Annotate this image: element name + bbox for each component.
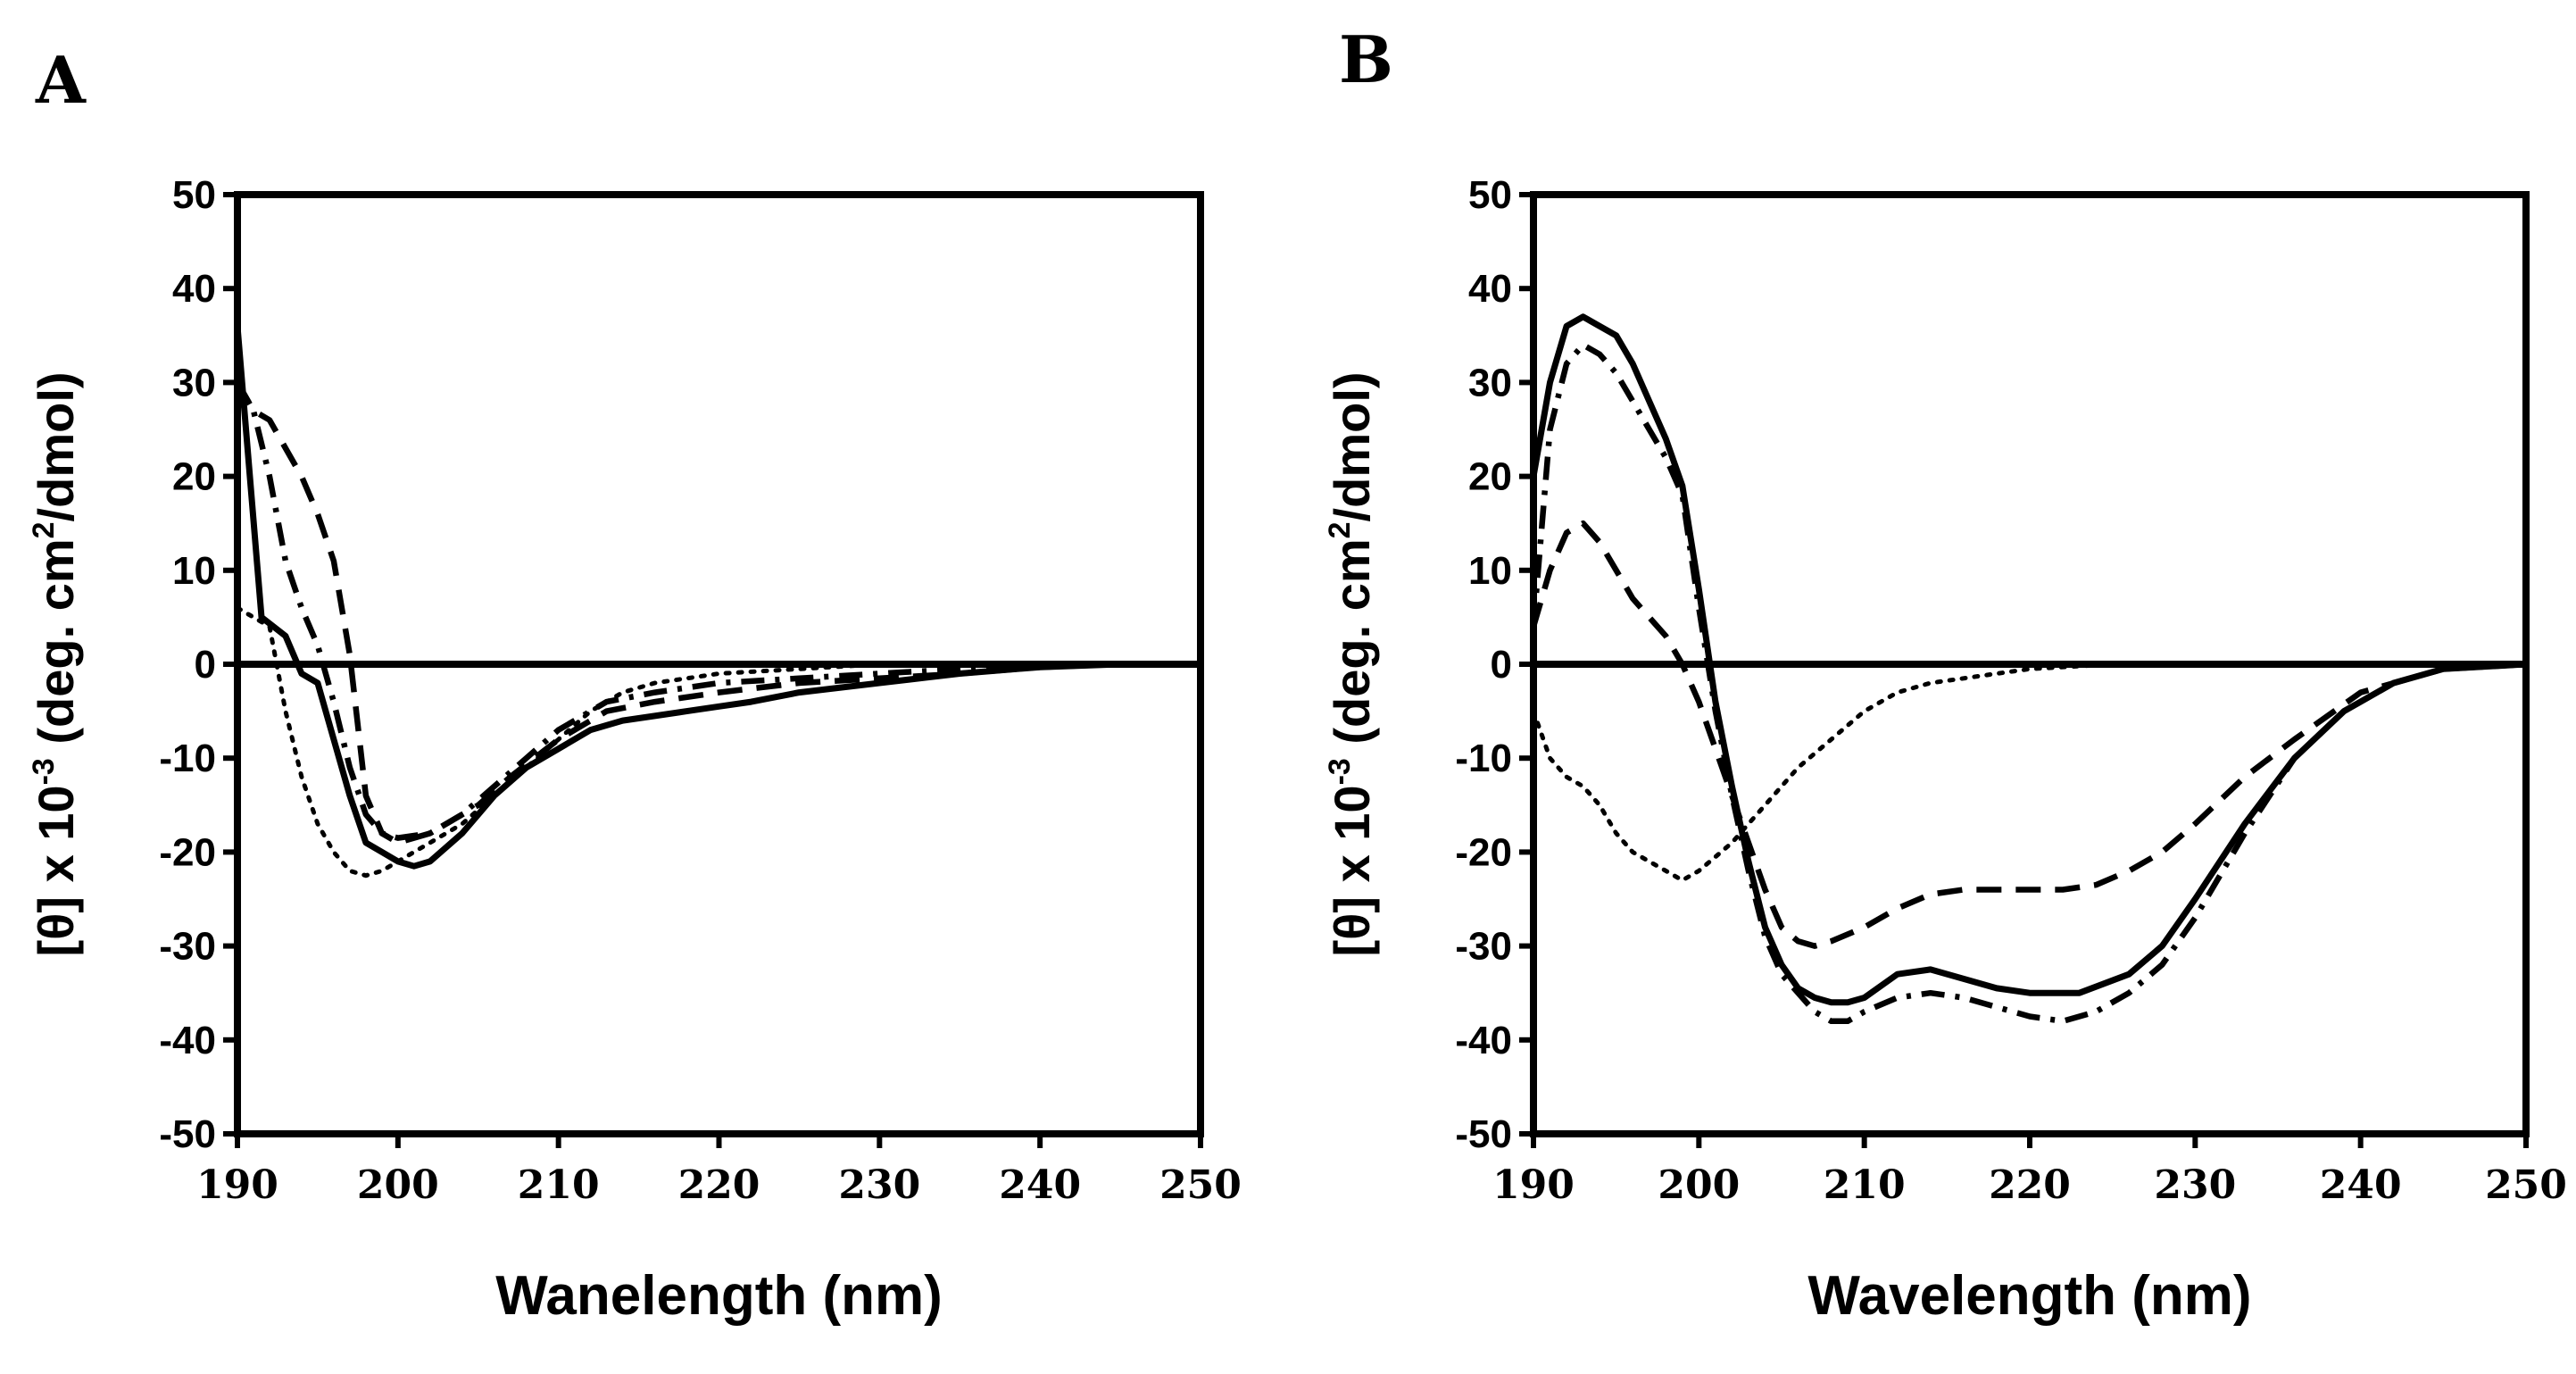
y-axis-label: [θ] x 10-3 (deg. cm2/dmol) bbox=[1323, 371, 1380, 956]
y-tick-label: 10 bbox=[1468, 549, 1512, 593]
y-tick-label: 40 bbox=[172, 267, 216, 311]
y-tick-label: -30 bbox=[1455, 925, 1512, 969]
x-axis-label: Wavelength (nm) bbox=[1807, 1265, 2251, 1327]
y-axis-label-main: [θ] x 10 bbox=[28, 785, 84, 956]
series-line-solid bbox=[237, 326, 1201, 870]
panel-letter: B bbox=[1339, 21, 1393, 97]
x-tick-label: 250 bbox=[2485, 1162, 2567, 1208]
series-line-dash-dot bbox=[1533, 342, 2526, 1025]
panel-b: B 50 40 30 20 10 0 -10 -20 -30 -40 -50 190 200 210 220 2… bbox=[1323, 21, 2567, 1327]
y-tick-label: -10 bbox=[1455, 737, 1512, 780]
x-tick-label: 190 bbox=[196, 1162, 278, 1208]
y-tick-label: 20 bbox=[1468, 455, 1512, 499]
y-tick-label: -10 bbox=[159, 737, 216, 780]
y-axis-label-exp1: -3 bbox=[27, 758, 61, 785]
y-axis-label-exp1: -3 bbox=[1323, 758, 1357, 785]
x-axis-label: Wanelength (nm) bbox=[495, 1265, 943, 1327]
x-tick-label: 220 bbox=[1989, 1162, 2071, 1208]
y-tick-label: -20 bbox=[1455, 830, 1512, 874]
x-tick-label: 240 bbox=[999, 1162, 1081, 1208]
x-tick-label: 190 bbox=[1492, 1162, 1575, 1208]
y-tick-label: -20 bbox=[159, 830, 216, 874]
y-axis-label-exp2: 2 bbox=[27, 521, 61, 538]
x-tick-label: 230 bbox=[2154, 1162, 2236, 1208]
y-tick-label: 30 bbox=[1468, 361, 1512, 404]
y-tick-label: -50 bbox=[1455, 1112, 1512, 1156]
series-line-solid bbox=[1533, 313, 2526, 1006]
series-group bbox=[237, 326, 1201, 879]
x-tick-label: 240 bbox=[2320, 1162, 2402, 1208]
y-tick-label: 0 bbox=[195, 643, 216, 687]
panel-letter: A bbox=[35, 42, 87, 118]
x-tick-label: 210 bbox=[518, 1162, 600, 1208]
y-axis-label-exp2: 2 bbox=[1323, 521, 1357, 538]
y-tick-label: 10 bbox=[172, 549, 216, 593]
y-axis-label-mid: (deg. cm bbox=[28, 538, 84, 758]
y-axis-label: [θ] x 10-3 (deg. cm2/dmol) bbox=[27, 371, 84, 956]
y-tick-label: 50 bbox=[1468, 173, 1512, 217]
y-tick-label: 20 bbox=[172, 455, 216, 499]
x-tick-label: 230 bbox=[838, 1162, 920, 1208]
y-tick-label: -40 bbox=[1455, 1019, 1512, 1062]
y-tick-label: 30 bbox=[172, 361, 216, 404]
panel-a: A 50 40 30 20 10 0 -10 -20 -30 -40 -50 190 200 210 220 2… bbox=[27, 42, 1242, 1327]
y-tick-label: 0 bbox=[1491, 643, 1512, 687]
x-tick-label: 200 bbox=[1658, 1162, 1740, 1208]
y-tick-label: 50 bbox=[172, 173, 216, 217]
x-tick-label: 210 bbox=[1824, 1162, 1906, 1208]
y-tick-label: -50 bbox=[159, 1112, 216, 1156]
x-tick-label: 200 bbox=[357, 1162, 439, 1208]
y-tick-label: -30 bbox=[159, 925, 216, 969]
series-line-dotted bbox=[1533, 662, 2526, 883]
series-line-dash-dot bbox=[237, 380, 1201, 841]
x-tick-label: 250 bbox=[1159, 1162, 1242, 1208]
series-line-dashed bbox=[1533, 520, 2526, 949]
y-tick-label: 40 bbox=[1468, 267, 1512, 311]
y-axis-label-end: /dmol) bbox=[28, 371, 84, 521]
y-axis-label-mid: (deg. cm bbox=[1324, 538, 1380, 758]
series-group bbox=[1533, 313, 2526, 1025]
y-tick-label: -40 bbox=[159, 1019, 216, 1062]
y-axis-label-main: [θ] x 10 bbox=[1324, 785, 1380, 956]
y-axis-label-end: /dmol) bbox=[1324, 371, 1380, 521]
series-line-dashed bbox=[237, 380, 1201, 846]
x-tick-label: 220 bbox=[678, 1162, 760, 1208]
